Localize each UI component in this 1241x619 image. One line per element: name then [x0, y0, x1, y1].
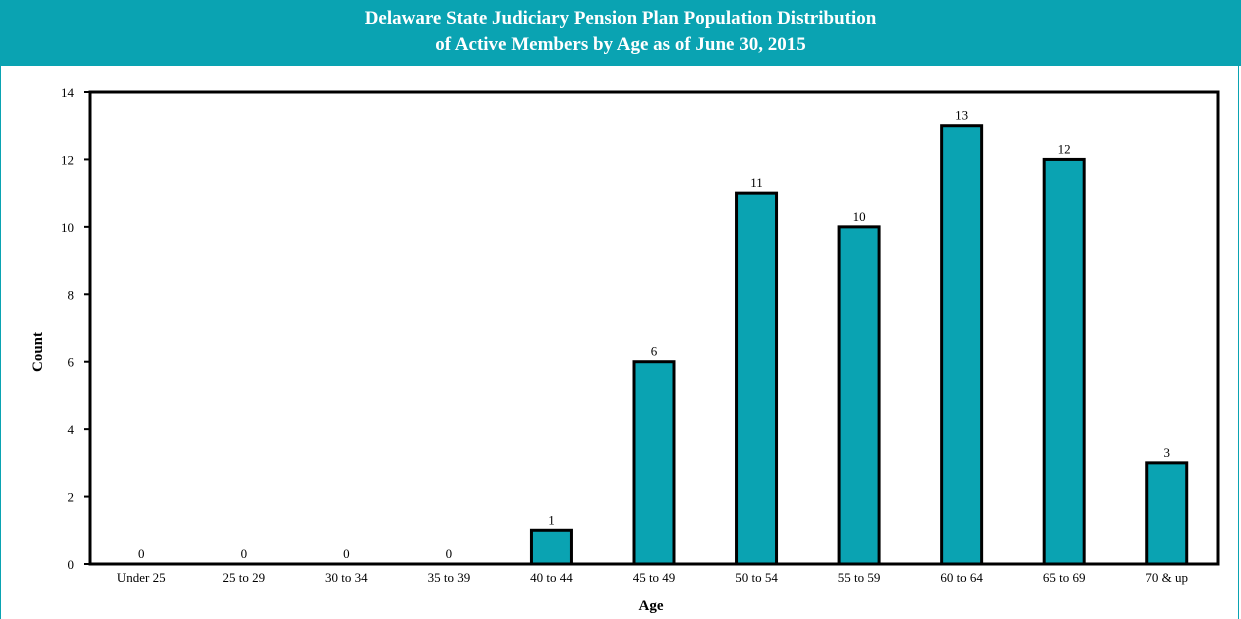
- bar: [632, 360, 676, 566]
- y-tick-label: 2: [68, 490, 75, 505]
- bar: [735, 191, 779, 566]
- y-tick-label: 0: [68, 557, 75, 572]
- x-tick-label: Under 25: [117, 570, 166, 585]
- data-label: 11: [750, 175, 763, 190]
- x-tick-label: 60 to 64: [940, 570, 983, 585]
- bar: [837, 225, 881, 566]
- plot-area-border: [88, 90, 1220, 566]
- y-tick-label: 8: [68, 287, 75, 302]
- y-axis-label: Count: [30, 332, 46, 372]
- data-label: 0: [343, 546, 350, 561]
- x-tick-label: 35 to 39: [428, 570, 471, 585]
- chart-subtitle: of Active Members by Age as of June 30, …: [435, 34, 806, 55]
- data-label: 12: [1058, 141, 1071, 156]
- y-tick-label: 10: [61, 220, 74, 235]
- y-tick-label: 12: [61, 152, 74, 167]
- x-tick-label: 45 to 49: [633, 570, 676, 585]
- x-axis-label: Age: [639, 598, 664, 614]
- x-tick-label: 25 to 29: [223, 570, 266, 585]
- x-tick-label: 55 to 59: [838, 570, 881, 585]
- bar: [529, 528, 573, 566]
- x-tick-label: 50 to 54: [735, 570, 778, 585]
- data-label: 3: [1163, 445, 1170, 460]
- data-label: 0: [138, 546, 145, 561]
- chart-title: Delaware State Judiciary Pension Plan Po…: [364, 8, 877, 29]
- x-tick-label: 65 to 69: [1043, 570, 1086, 585]
- chart-title-bar: Delaware State Judiciary Pension Plan Po…: [0, 0, 1241, 66]
- data-label: 6: [651, 344, 658, 359]
- data-label: 0: [241, 546, 248, 561]
- bar: [940, 124, 984, 566]
- data-label: 0: [446, 546, 453, 561]
- x-tick-label: 30 to 34: [325, 570, 368, 585]
- data-label: 1: [548, 512, 555, 527]
- y-tick-label: 6: [68, 355, 75, 370]
- bar: [1145, 461, 1189, 566]
- data-label: 13: [955, 108, 968, 123]
- y-tick-label: 14: [61, 85, 75, 100]
- data-label: 10: [853, 209, 866, 224]
- y-tick-label: 4: [68, 422, 75, 437]
- bar: [1042, 157, 1086, 566]
- x-tick-label: 70 & up: [1145, 570, 1188, 585]
- x-tick-label: 40 to 44: [530, 570, 573, 585]
